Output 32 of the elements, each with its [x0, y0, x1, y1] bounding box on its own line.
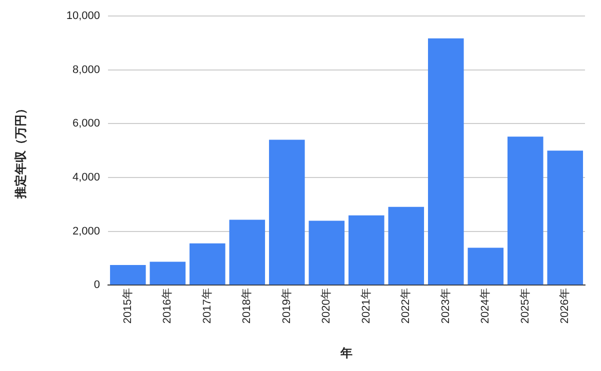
bar [348, 215, 384, 285]
y-tick-label: 0 [94, 279, 100, 292]
bar [428, 38, 464, 285]
bar [308, 220, 345, 285]
x-tick-label: 2022年 [400, 288, 412, 324]
y-tick-label: 4,000 [72, 172, 100, 184]
y-axis-title: 推定年収（万円） [14, 102, 28, 200]
bar [110, 264, 146, 285]
y-tick-label: 6,000 [72, 118, 100, 130]
bar [468, 248, 504, 285]
bar [547, 150, 584, 285]
bar [229, 220, 266, 285]
x-tick-label: 2020年 [320, 288, 333, 324]
y-tick-label: 10,000 [66, 10, 100, 22]
bar [269, 140, 305, 285]
x-tick-label: 2026年 [559, 288, 572, 324]
x-tick-label: 2015年 [122, 288, 134, 324]
x-tick-label: 2016年 [162, 288, 174, 324]
bar [388, 206, 424, 285]
y-tick-label: 8,000 [72, 64, 100, 76]
y-tick-label: 2,000 [72, 225, 100, 238]
x-tick-label: 2017年 [201, 288, 214, 324]
x-tick-label: 2021年 [360, 288, 372, 324]
bar [150, 262, 186, 285]
x-tick-label: 2023年 [440, 288, 452, 324]
x-tick-label: 2019年 [280, 288, 293, 324]
bar [507, 136, 544, 285]
x-axis-title: 年 [340, 346, 353, 360]
x-tick-label: 2025年 [519, 288, 532, 324]
bar [190, 243, 226, 285]
x-tick-label: 2024年 [480, 288, 492, 324]
x-tick-label: 2018年 [241, 288, 254, 324]
